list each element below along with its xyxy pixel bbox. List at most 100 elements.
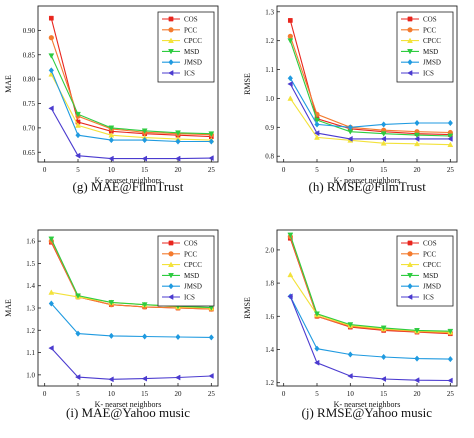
x-tick-label: 15 (141, 166, 149, 174)
y-tick-label: 1.0 (26, 371, 35, 379)
y-tick-label: 1.4 (265, 346, 274, 354)
legend-marker (168, 49, 174, 55)
data-point-jmsd (447, 355, 453, 363)
data-point-jmsd (175, 333, 181, 341)
legend-label: JMSD (423, 59, 441, 67)
legend-marker (406, 70, 413, 76)
data-point-cpcc (48, 289, 55, 295)
data-point-jmsd (447, 119, 453, 127)
series-line-cpcc (289, 98, 451, 146)
series-line-ics (50, 108, 212, 160)
data-point-jmsd (208, 138, 214, 145)
chart-caption: (j) RMSE@Yahoo music (301, 405, 433, 420)
data-point-ics (74, 374, 81, 381)
chart-panel-2: 0 5 10 15 20 25 0.8 0.9 1.0 1.1 1.2 1.3 K- nearset n… (243, 5, 458, 185)
x-tick-label: 25 (447, 390, 455, 398)
data-point-msd (414, 328, 420, 334)
y-tick-label: 0.8 (265, 153, 274, 161)
x-tick-label: 5 (315, 166, 319, 174)
chart-caption: (g) MAE@FilmTrust (72, 179, 184, 194)
data-point-msd (175, 130, 181, 136)
data-point-msd (141, 302, 148, 308)
legend-marker (168, 27, 174, 33)
series-line-ics (50, 347, 212, 380)
legend-label: JMSD (184, 59, 202, 67)
x-tick-label: 15 (380, 166, 388, 174)
legend-label: CPCC (184, 37, 202, 45)
legend-label: CPCC (423, 37, 441, 45)
x-tick-label: 0 (43, 390, 47, 398)
plot-frame (276, 5, 458, 163)
data-point-msd (108, 125, 115, 131)
x-axis-label: K- nearset neighbors (95, 176, 162, 185)
x-tick-label: 0 (282, 390, 286, 398)
data-point-jmsd (142, 333, 148, 340)
y-tick-label: 1.2 (265, 379, 274, 387)
y-axis-label: MAE (4, 75, 13, 93)
legend-label: PCC (184, 26, 198, 34)
legend-marker (168, 16, 174, 22)
x-tick-label: 10 (108, 390, 116, 398)
data-point-ics (380, 135, 387, 142)
series-line-cpcc (50, 73, 212, 141)
series-line-jmsd (289, 296, 451, 360)
y-tick-label: 1.4 (26, 282, 35, 290)
data-point-ics (108, 155, 114, 162)
data-point-cpcc (75, 122, 81, 128)
legend-label: MSD (423, 272, 438, 280)
data-point-ics (347, 373, 353, 379)
x-tick-label: 0 (282, 166, 286, 174)
legend-marker (407, 27, 413, 33)
series-line-msd (50, 238, 212, 309)
legend-label: MSD (184, 48, 199, 56)
data-point-cos (48, 15, 54, 21)
legend-marker (407, 240, 413, 246)
data-point-msd (347, 322, 354, 328)
series-line-ics (289, 296, 451, 382)
y-tick-label: 2.0 (265, 246, 274, 254)
series-line-jmsd (50, 303, 212, 338)
data-point-msd (75, 293, 81, 299)
data-point-jmsd (314, 121, 320, 128)
data-point-jmsd (414, 355, 420, 362)
y-tick-label: 1.1 (265, 66, 274, 74)
x-axis-label: K- nearset neighbors (334, 176, 401, 185)
series-line-pcc (289, 36, 451, 134)
data-point-ics (48, 105, 54, 112)
x-tick-label: 15 (380, 390, 388, 398)
legend-marker (407, 283, 413, 290)
chart-caption: (i) MAE@Yahoo music (66, 405, 191, 420)
y-tick-label: 0.9 (265, 124, 274, 132)
x-tick-label: 0 (43, 166, 47, 174)
legend-marker (168, 283, 174, 290)
data-point-ics (48, 345, 54, 352)
data-point-pcc (287, 33, 293, 39)
legend-label: ICS (184, 294, 195, 302)
legend-box (396, 11, 454, 83)
x-axis-label: K- nearset neighbors (334, 400, 401, 409)
y-axis-label: RMSE (243, 73, 252, 95)
data-point-msd (414, 132, 420, 139)
series-line-pcc (50, 240, 212, 310)
x-tick-label: 5 (76, 166, 80, 174)
legend-marker (407, 261, 413, 267)
y-axis-label: MAE (4, 299, 13, 317)
chart-caption: (h) RMSE@FilmTrust (308, 179, 426, 194)
legend-box (157, 11, 215, 83)
data-point-ics (174, 155, 181, 162)
data-point-ics (380, 376, 387, 382)
data-point-jmsd (347, 351, 353, 358)
legend-marker (168, 251, 174, 257)
data-point-msd (48, 236, 55, 242)
series-line-cpcc (289, 274, 451, 333)
data-point-msd (108, 300, 115, 306)
legend-box (157, 235, 215, 307)
x-tick-label: 20 (414, 390, 422, 398)
data-point-ics (313, 359, 320, 366)
x-tick-label: 10 (108, 166, 116, 174)
series-line-jmsd (50, 70, 212, 143)
y-tick-label: 0.85 (23, 51, 36, 59)
data-point-msd (287, 232, 294, 239)
legend-marker (168, 37, 174, 43)
data-point-ics (313, 130, 320, 137)
